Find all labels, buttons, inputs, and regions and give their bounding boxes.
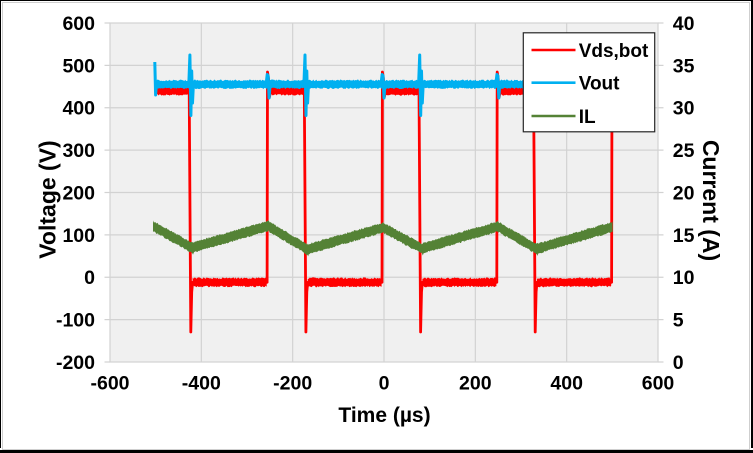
svg-text:25: 25 [673,140,695,162]
svg-text:100: 100 [62,225,95,247]
svg-text:IL: IL [579,107,596,128]
svg-text:400: 400 [550,372,583,394]
svg-text:20: 20 [673,182,695,204]
svg-text:35: 35 [673,55,695,77]
svg-text:300: 300 [62,140,95,162]
svg-text:5: 5 [673,310,684,332]
svg-text:200: 200 [62,182,95,204]
svg-text:Voltage (V): Voltage (V) [35,140,61,258]
svg-text:-200: -200 [273,372,312,394]
svg-text:600: 600 [62,13,95,35]
svg-text:-600: -600 [90,372,129,394]
svg-text:40: 40 [673,13,695,35]
svg-text:0: 0 [673,352,684,374]
svg-text:500: 500 [62,55,95,77]
svg-text:Vout: Vout [579,74,620,95]
svg-text:0: 0 [379,372,390,394]
svg-text:-200: -200 [56,352,95,374]
svg-text:200: 200 [459,372,492,394]
svg-text:10: 10 [673,267,695,289]
svg-text:-400: -400 [182,372,221,394]
svg-text:600: 600 [642,372,675,394]
svg-text:Vds,bot: Vds,bot [579,41,649,62]
svg-text:15: 15 [673,225,695,247]
svg-text:30: 30 [673,98,695,120]
svg-text:400: 400 [62,98,95,120]
svg-text:-100: -100 [56,310,95,332]
svg-text:Current (A): Current (A) [698,140,724,261]
svg-text:Time (µs): Time (µs) [338,404,430,427]
svg-text:0: 0 [84,267,95,289]
